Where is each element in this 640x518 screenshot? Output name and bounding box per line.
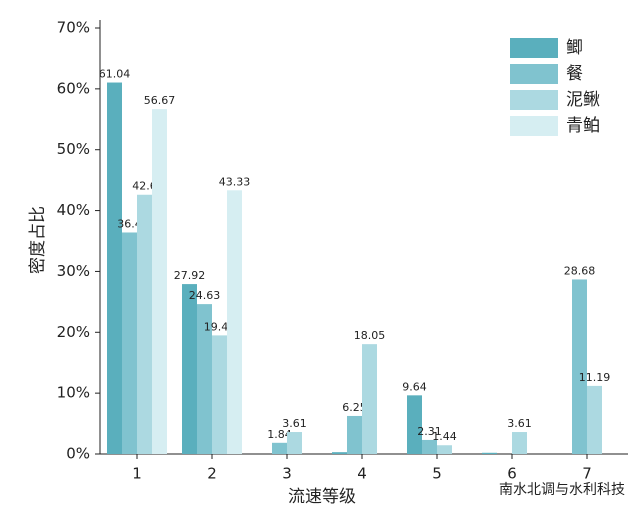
legend-swatch bbox=[510, 90, 558, 110]
legend-swatch bbox=[510, 38, 558, 58]
legend-swatch bbox=[510, 116, 558, 136]
bar bbox=[422, 439, 437, 454]
watermark: 南水北调与水利科技 bbox=[499, 482, 625, 498]
bar bbox=[272, 442, 287, 454]
value-label: 56.67 bbox=[144, 94, 176, 107]
bar bbox=[347, 415, 362, 454]
value-label: 2.31 bbox=[417, 425, 442, 438]
bar bbox=[122, 232, 137, 454]
y-tick-label: 50% bbox=[57, 140, 90, 158]
bar bbox=[287, 432, 302, 454]
bar bbox=[182, 284, 197, 454]
x-tick-label: 6 bbox=[507, 465, 517, 483]
legend-swatch bbox=[510, 64, 558, 84]
value-label: 18.05 bbox=[354, 329, 386, 342]
legend-label: 青鲌 bbox=[566, 115, 600, 136]
y-tick-label: 0% bbox=[66, 445, 90, 463]
x-tick-label: 2 bbox=[207, 465, 217, 483]
bar bbox=[587, 385, 602, 454]
value-label: 11.19 bbox=[579, 371, 611, 384]
value-label: 28.68 bbox=[564, 264, 596, 277]
bar bbox=[227, 190, 242, 454]
y-tick-label: 10% bbox=[57, 384, 90, 402]
y-tick-label: 60% bbox=[57, 79, 90, 97]
bar bbox=[572, 279, 587, 454]
bar bbox=[437, 445, 452, 454]
bar bbox=[152, 109, 167, 455]
value-label: 3.61 bbox=[282, 417, 307, 430]
y-axis-label: 密度占比 bbox=[28, 206, 48, 274]
bar bbox=[197, 304, 212, 454]
x-tick-label: 7 bbox=[582, 465, 592, 483]
value-label: 6.25 bbox=[342, 401, 367, 414]
y-tick-label: 30% bbox=[57, 262, 90, 280]
value-label: 1.44 bbox=[432, 430, 457, 443]
value-label: 27.92 bbox=[174, 269, 206, 282]
value-label: 36.4 bbox=[117, 217, 142, 230]
value-label: 9.64 bbox=[402, 380, 427, 393]
bar bbox=[482, 452, 497, 454]
bar bbox=[212, 335, 227, 454]
x-tick-label: 1 bbox=[132, 465, 142, 483]
x-tick-label: 3 bbox=[282, 465, 292, 483]
x-axis-label: 流速等级 bbox=[288, 487, 356, 507]
value-label: 1.84 bbox=[267, 428, 292, 441]
bar bbox=[407, 395, 422, 454]
bar bbox=[107, 82, 122, 454]
y-tick-label: 40% bbox=[57, 201, 90, 219]
value-label: 24.63 bbox=[189, 289, 221, 302]
y-tick-label: 70% bbox=[57, 19, 90, 37]
legend-label: 鲫 bbox=[566, 38, 583, 58]
legend-label: 泥鳅 bbox=[566, 90, 600, 110]
bar bbox=[137, 194, 152, 454]
value-label: 43.33 bbox=[219, 175, 251, 188]
x-tick-label: 4 bbox=[357, 465, 367, 483]
bar bbox=[512, 432, 527, 454]
bar bbox=[362, 344, 377, 454]
value-label: 61.04 bbox=[99, 68, 131, 81]
legend-label: 餐 bbox=[566, 64, 583, 84]
x-tick-label: 5 bbox=[432, 465, 442, 483]
value-label: 3.61 bbox=[507, 417, 532, 430]
bar bbox=[332, 452, 347, 454]
y-tick-label: 20% bbox=[57, 323, 90, 341]
value-label: 42.6 bbox=[132, 180, 157, 193]
